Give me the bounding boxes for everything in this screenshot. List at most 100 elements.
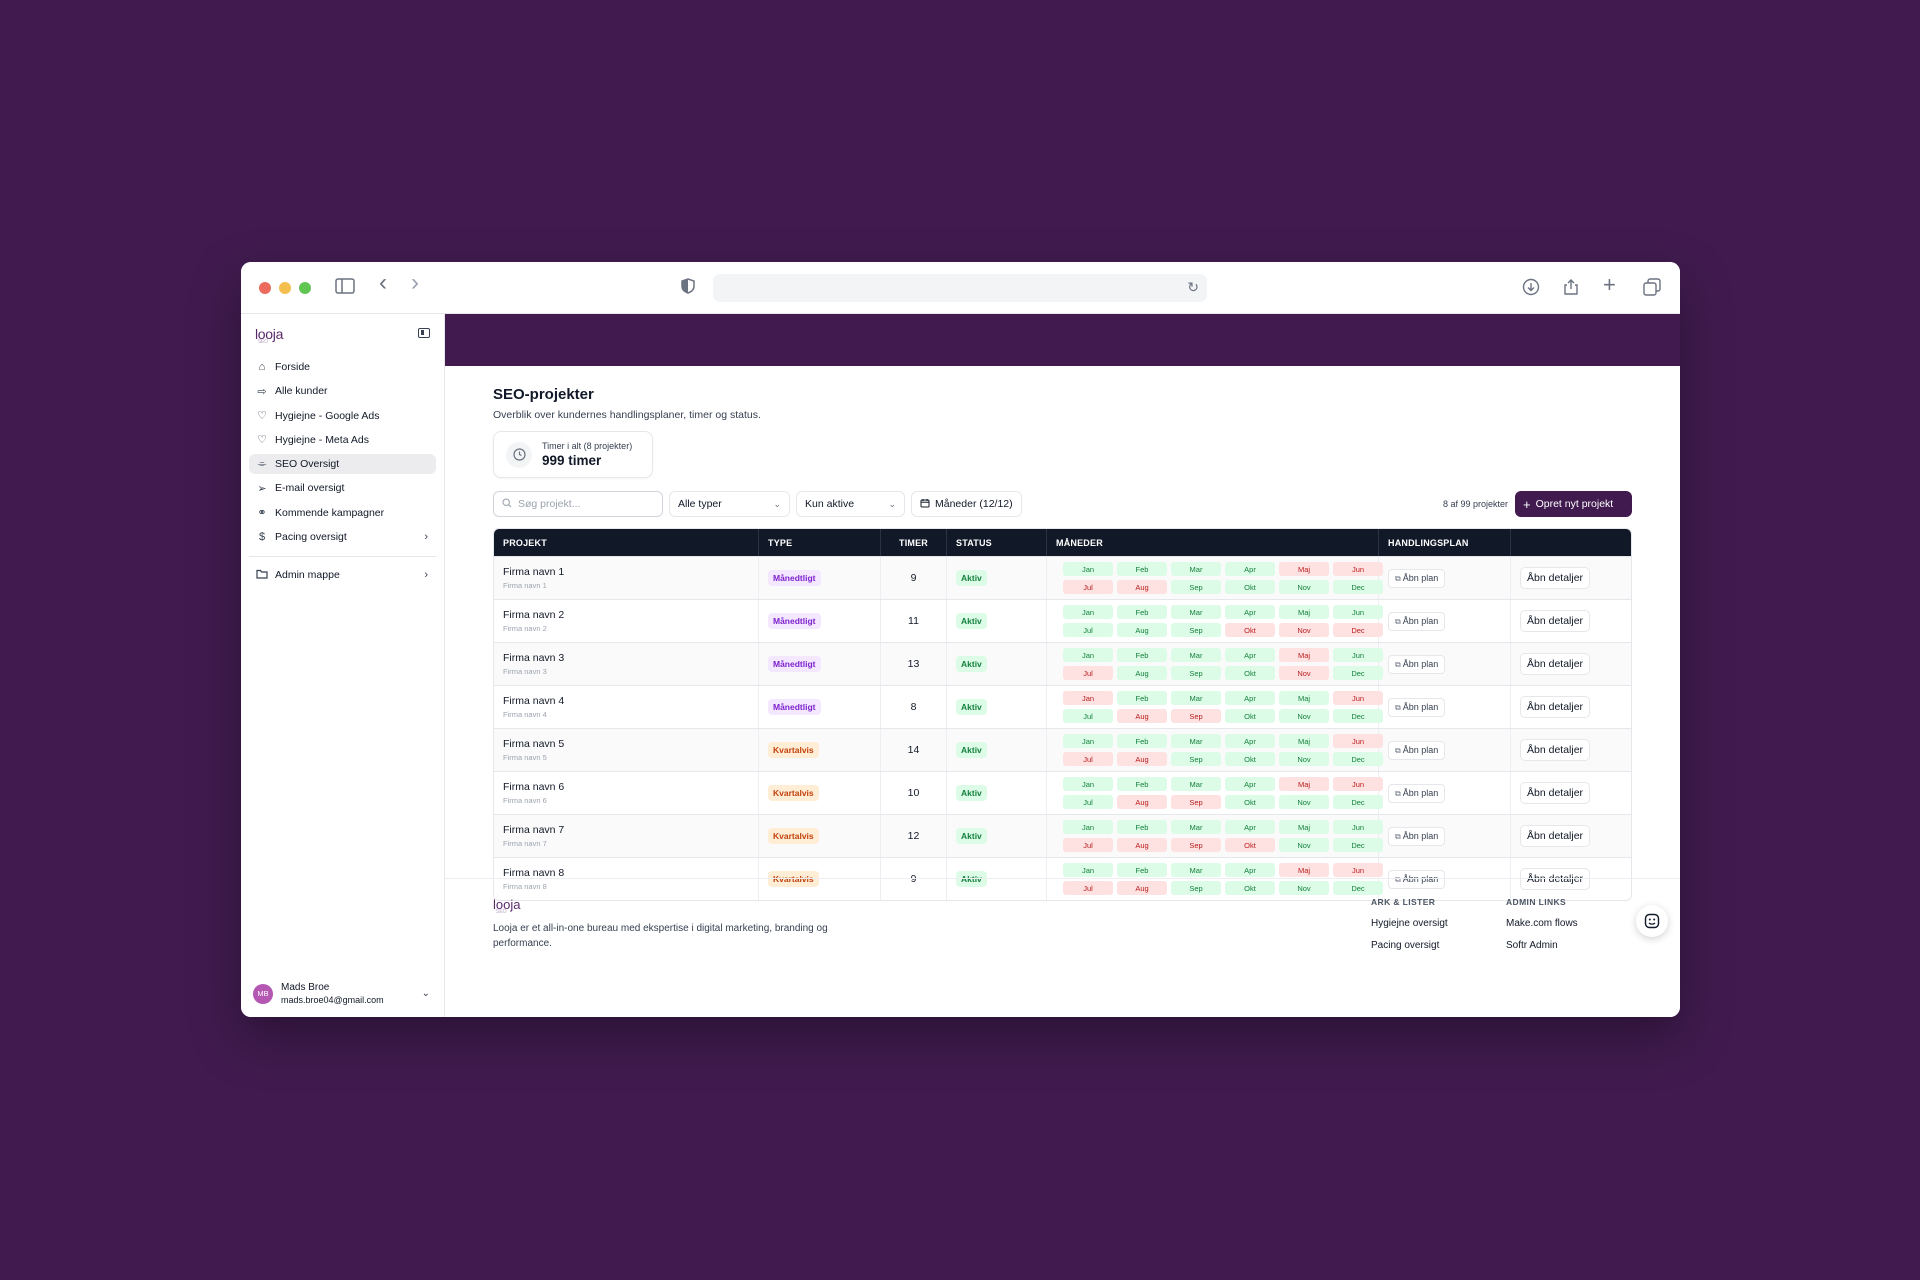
month-chip[interactable]: Maj	[1279, 734, 1329, 748]
month-chip[interactable]: Apr	[1225, 777, 1275, 791]
forward-icon[interactable]: ›	[411, 269, 419, 296]
type-select[interactable]: Alle typer ⌄	[669, 491, 790, 517]
month-chip[interactable]: Jul	[1063, 580, 1113, 594]
month-chip[interactable]: Sep	[1171, 795, 1221, 809]
project-name[interactable]: Firma navn 7	[503, 824, 565, 836]
month-chip[interactable]: Feb	[1117, 734, 1167, 748]
month-chip[interactable]: Feb	[1117, 691, 1167, 705]
footer-link[interactable]: Pacing oversigt	[1371, 940, 1440, 951]
month-chip[interactable]: Mar	[1171, 648, 1221, 662]
month-chip[interactable]: Nov	[1279, 623, 1329, 637]
month-chip[interactable]: Apr	[1225, 820, 1275, 834]
column-header-action-plan[interactable]: HANDLINGSPLAN	[1379, 529, 1511, 556]
project-name[interactable]: Firma navn 5	[503, 738, 565, 750]
sidebar-item-pacing-oversigt[interactable]: $ Pacing oversigt ›	[249, 527, 436, 547]
table-row[interactable]: Firma navn 8 Firma navn 8 Kvartalvis 9 Aktiv…	[494, 857, 1631, 900]
shield-icon[interactable]	[681, 278, 695, 298]
project-name[interactable]: Firma navn 1	[503, 566, 565, 578]
project-name[interactable]: Firma navn 3	[503, 652, 565, 664]
month-chip[interactable]: Jun	[1333, 648, 1383, 662]
open-details-button[interactable]: Åbn detaljer	[1520, 610, 1591, 632]
collapse-sidebar-icon[interactable]	[418, 328, 430, 338]
month-chip[interactable]: Sep	[1171, 580, 1221, 594]
new-tab-icon[interactable]: +	[1603, 272, 1616, 297]
month-chip[interactable]: Apr	[1225, 648, 1275, 662]
month-chip[interactable]: Jan	[1063, 691, 1113, 705]
month-chip[interactable]: Dec	[1333, 752, 1383, 766]
month-chip[interactable]: Jul	[1063, 795, 1113, 809]
month-chip[interactable]: Maj	[1279, 648, 1329, 662]
month-chip[interactable]: Okt	[1225, 580, 1275, 594]
month-chip[interactable]: Dec	[1333, 881, 1383, 895]
month-chip[interactable]: Nov	[1279, 666, 1329, 680]
month-chip[interactable]: Jan	[1063, 820, 1113, 834]
month-chip[interactable]: Mar	[1171, 562, 1221, 576]
search-field[interactable]	[493, 491, 663, 517]
month-chip[interactable]: Feb	[1117, 605, 1167, 619]
month-chip[interactable]: Nov	[1279, 709, 1329, 723]
address-bar[interactable]: ↻	[713, 274, 1207, 302]
month-chip[interactable]: Okt	[1225, 838, 1275, 852]
months-filter-button[interactable]: Måneder (12/12)	[911, 491, 1022, 517]
month-chip[interactable]: Mar	[1171, 691, 1221, 705]
month-chip[interactable]: Aug	[1117, 881, 1167, 895]
table-row[interactable]: Firma navn 2 Firma navn 2 Månedtligt 11 Akti…	[494, 599, 1631, 642]
open-details-button[interactable]: Åbn detaljer	[1520, 567, 1591, 589]
open-plan-button[interactable]: ⧉ Åbn plan	[1388, 611, 1446, 631]
month-chip[interactable]: Jan	[1063, 562, 1113, 576]
month-chip[interactable]: Feb	[1117, 648, 1167, 662]
open-details-button[interactable]: Åbn detaljer	[1520, 653, 1591, 675]
user-menu[interactable]: MB Mads Broe mads.broe04@gmail.com ⌄	[253, 982, 434, 1005]
share-icon[interactable]	[1563, 278, 1579, 300]
month-chip[interactable]: Dec	[1333, 838, 1383, 852]
month-chip[interactable]: Jun	[1333, 863, 1383, 877]
month-chip[interactable]: Jan	[1063, 605, 1113, 619]
month-chip[interactable]: Jul	[1063, 709, 1113, 723]
month-chip[interactable]: Jan	[1063, 734, 1113, 748]
month-chip[interactable]: Jan	[1063, 648, 1113, 662]
project-name[interactable]: Firma navn 6	[503, 781, 565, 793]
sidebar-item-hygiejne-google-ads[interactable]: ♡ Hygiejne - Google Ads	[249, 406, 436, 426]
footer-logo[interactable]: looja SEO	[493, 897, 1632, 915]
month-chip[interactable]: Apr	[1225, 734, 1275, 748]
month-chip[interactable]: Apr	[1225, 691, 1275, 705]
month-chip[interactable]: Sep	[1171, 666, 1221, 680]
month-chip[interactable]: Jun	[1333, 777, 1383, 791]
month-chip[interactable]: Aug	[1117, 709, 1167, 723]
month-chip[interactable]: Mar	[1171, 734, 1221, 748]
month-chip[interactable]: Jul	[1063, 752, 1113, 766]
month-chip[interactable]: Maj	[1279, 562, 1329, 576]
table-row[interactable]: Firma navn 4 Firma navn 4 Månedtligt 8 Aktiv…	[494, 685, 1631, 728]
status-select[interactable]: Kun aktive ⌄	[796, 491, 905, 517]
month-chip[interactable]: Nov	[1279, 580, 1329, 594]
open-details-button[interactable]: Åbn detaljer	[1520, 782, 1591, 804]
month-chip[interactable]: Mar	[1171, 605, 1221, 619]
month-chip[interactable]: Sep	[1171, 881, 1221, 895]
month-chip[interactable]: Jul	[1063, 838, 1113, 852]
month-chip[interactable]: Jul	[1063, 623, 1113, 637]
month-chip[interactable]: Okt	[1225, 752, 1275, 766]
open-plan-button[interactable]: ⧉ Åbn plan	[1388, 697, 1446, 717]
column-header-status[interactable]: STATUS	[947, 529, 1047, 556]
month-chip[interactable]: Apr	[1225, 605, 1275, 619]
footer-link[interactable]: Hygiejne oversigt	[1371, 918, 1448, 929]
month-chip[interactable]: Jun	[1333, 691, 1383, 705]
close-window-button[interactable]	[259, 281, 271, 294]
month-chip[interactable]: Feb	[1117, 562, 1167, 576]
project-name[interactable]: Firma navn 4	[503, 695, 565, 707]
open-details-button[interactable]: Åbn detaljer	[1520, 825, 1591, 847]
sidebar-toggle-icon[interactable]	[335, 278, 355, 298]
month-chip[interactable]: Maj	[1279, 691, 1329, 705]
sidebar-item-hygiejne-meta-ads[interactable]: ♡ Hygiejne - Meta Ads	[249, 430, 436, 450]
month-chip[interactable]: Sep	[1171, 838, 1221, 852]
month-chip[interactable]: Jan	[1063, 863, 1113, 877]
month-chip[interactable]: Dec	[1333, 795, 1383, 809]
month-chip[interactable]: Okt	[1225, 795, 1275, 809]
column-header-project[interactable]: PROJEKT	[494, 529, 759, 556]
month-chip[interactable]: Jun	[1333, 820, 1383, 834]
month-chip[interactable]: Jul	[1063, 881, 1113, 895]
table-row[interactable]: Firma navn 6 Firma navn 6 Kvartalvis 10 Akti…	[494, 771, 1631, 814]
month-chip[interactable]: Nov	[1279, 752, 1329, 766]
month-chip[interactable]: Nov	[1279, 838, 1329, 852]
month-chip[interactable]: Apr	[1225, 863, 1275, 877]
